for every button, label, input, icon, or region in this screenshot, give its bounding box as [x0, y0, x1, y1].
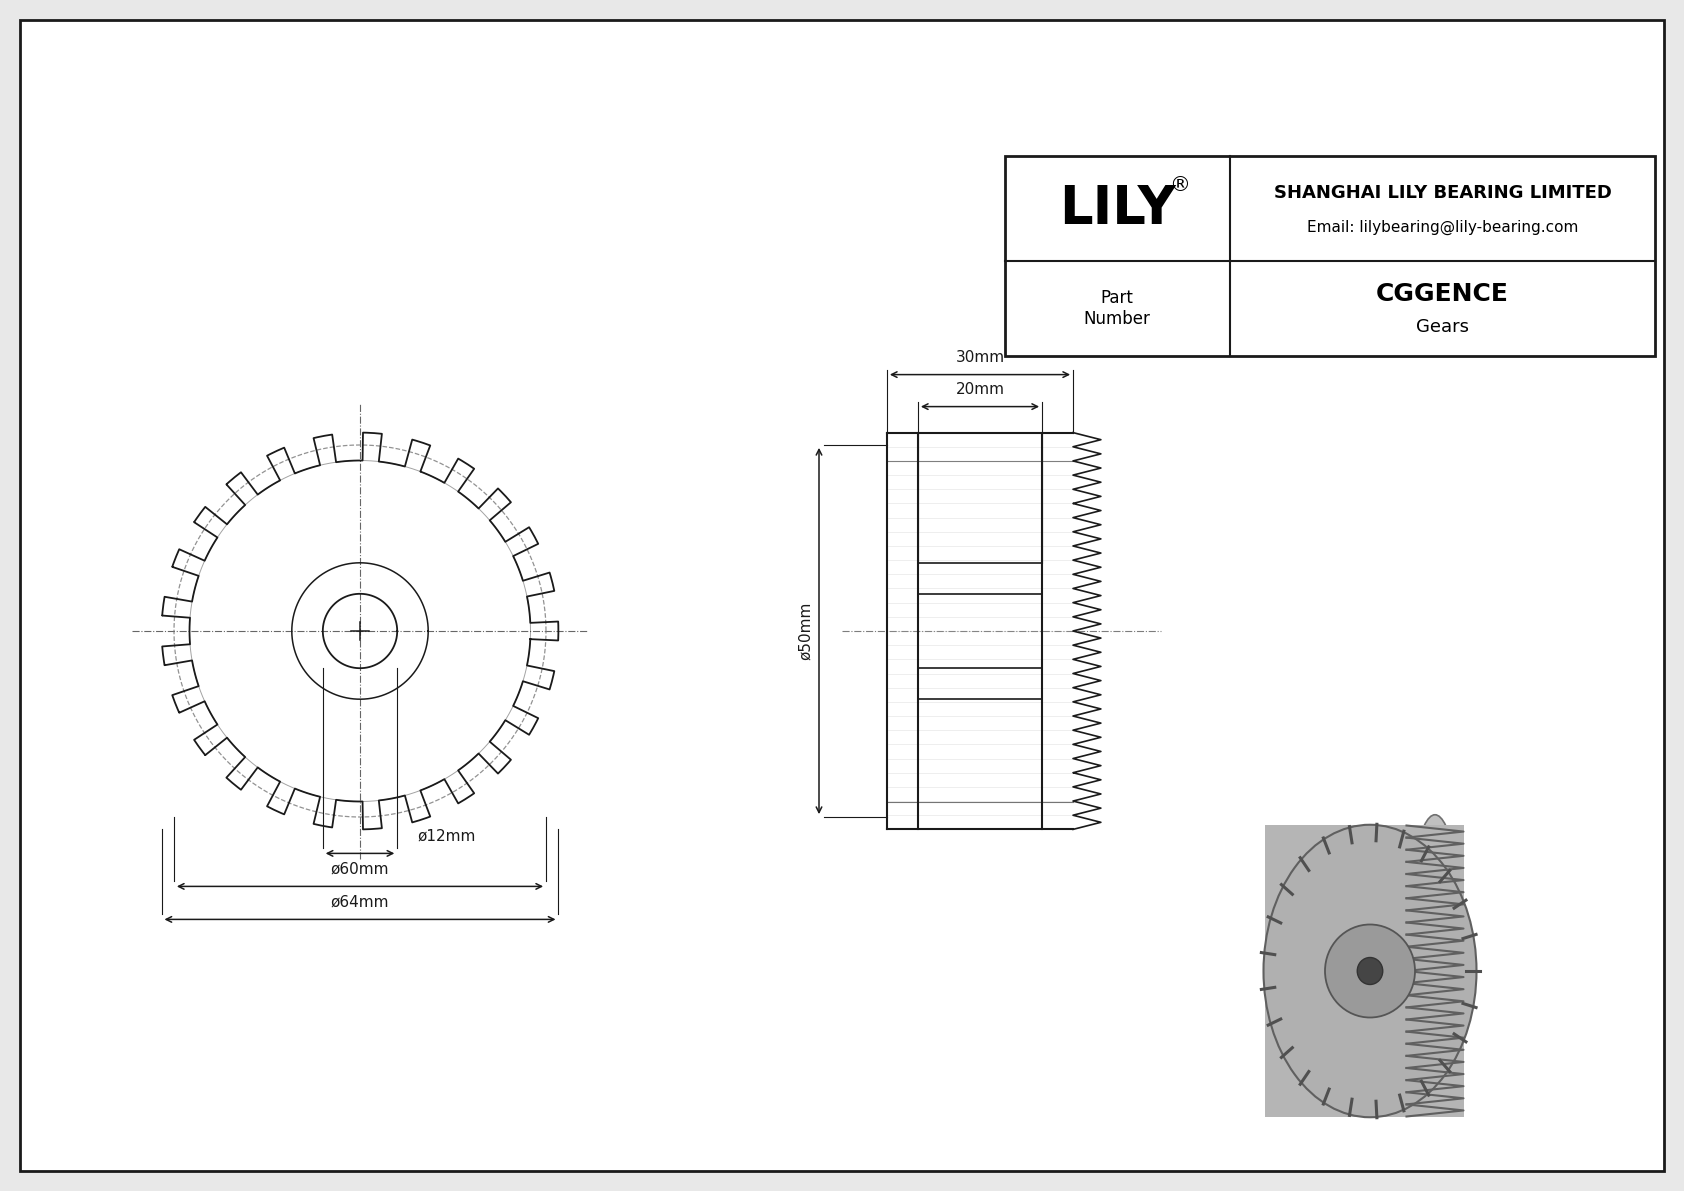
Text: Gears: Gears — [1416, 318, 1468, 337]
Text: ø64mm: ø64mm — [330, 894, 389, 910]
Ellipse shape — [1357, 958, 1383, 985]
Text: ø60mm: ø60mm — [330, 861, 389, 877]
Text: 30mm: 30mm — [955, 350, 1005, 364]
Text: Email: lilybearing@lily-bearing.com: Email: lilybearing@lily-bearing.com — [1307, 220, 1578, 235]
Ellipse shape — [1406, 815, 1463, 1108]
Text: ø12mm: ø12mm — [418, 829, 475, 843]
Text: 20mm: 20mm — [955, 381, 1004, 397]
Ellipse shape — [1325, 924, 1415, 1017]
Bar — [1005, 156, 1655, 356]
Bar — [1265, 824, 1463, 1117]
Text: ø50mm: ø50mm — [798, 601, 813, 660]
Text: LILY: LILY — [1059, 182, 1175, 235]
Text: CGGENCE: CGGENCE — [1376, 282, 1509, 306]
Text: Part
Number: Part Number — [1083, 289, 1150, 328]
Ellipse shape — [1263, 824, 1477, 1117]
Text: SHANGHAI LILY BEARING LIMITED: SHANGHAI LILY BEARING LIMITED — [1273, 183, 1612, 201]
Text: ®: ® — [1170, 175, 1191, 195]
